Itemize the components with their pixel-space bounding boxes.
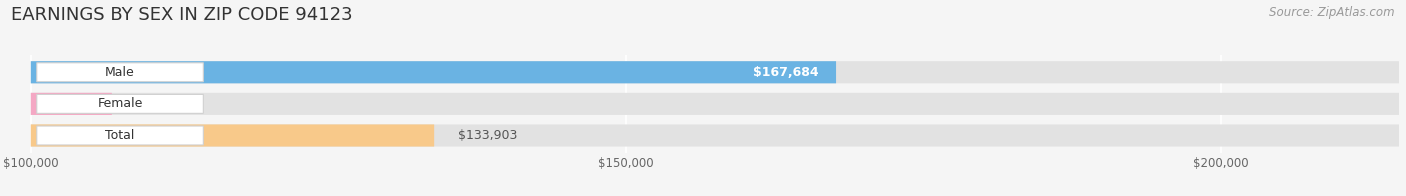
FancyBboxPatch shape <box>37 126 204 145</box>
Text: Male: Male <box>105 66 135 79</box>
FancyBboxPatch shape <box>31 61 837 83</box>
FancyBboxPatch shape <box>31 124 434 147</box>
FancyBboxPatch shape <box>31 124 1399 147</box>
Text: Source: ZipAtlas.com: Source: ZipAtlas.com <box>1270 6 1395 19</box>
Text: $133,903: $133,903 <box>458 129 517 142</box>
Text: $167,684: $167,684 <box>752 66 818 79</box>
FancyBboxPatch shape <box>37 94 204 113</box>
FancyBboxPatch shape <box>31 61 1399 83</box>
Text: Total: Total <box>105 129 135 142</box>
FancyBboxPatch shape <box>37 63 204 82</box>
FancyBboxPatch shape <box>31 93 112 115</box>
Text: EARNINGS BY SEX IN ZIP CODE 94123: EARNINGS BY SEX IN ZIP CODE 94123 <box>11 6 353 24</box>
Text: Female: Female <box>97 97 143 110</box>
Text: $106,809: $106,809 <box>135 97 195 110</box>
FancyBboxPatch shape <box>31 93 1399 115</box>
